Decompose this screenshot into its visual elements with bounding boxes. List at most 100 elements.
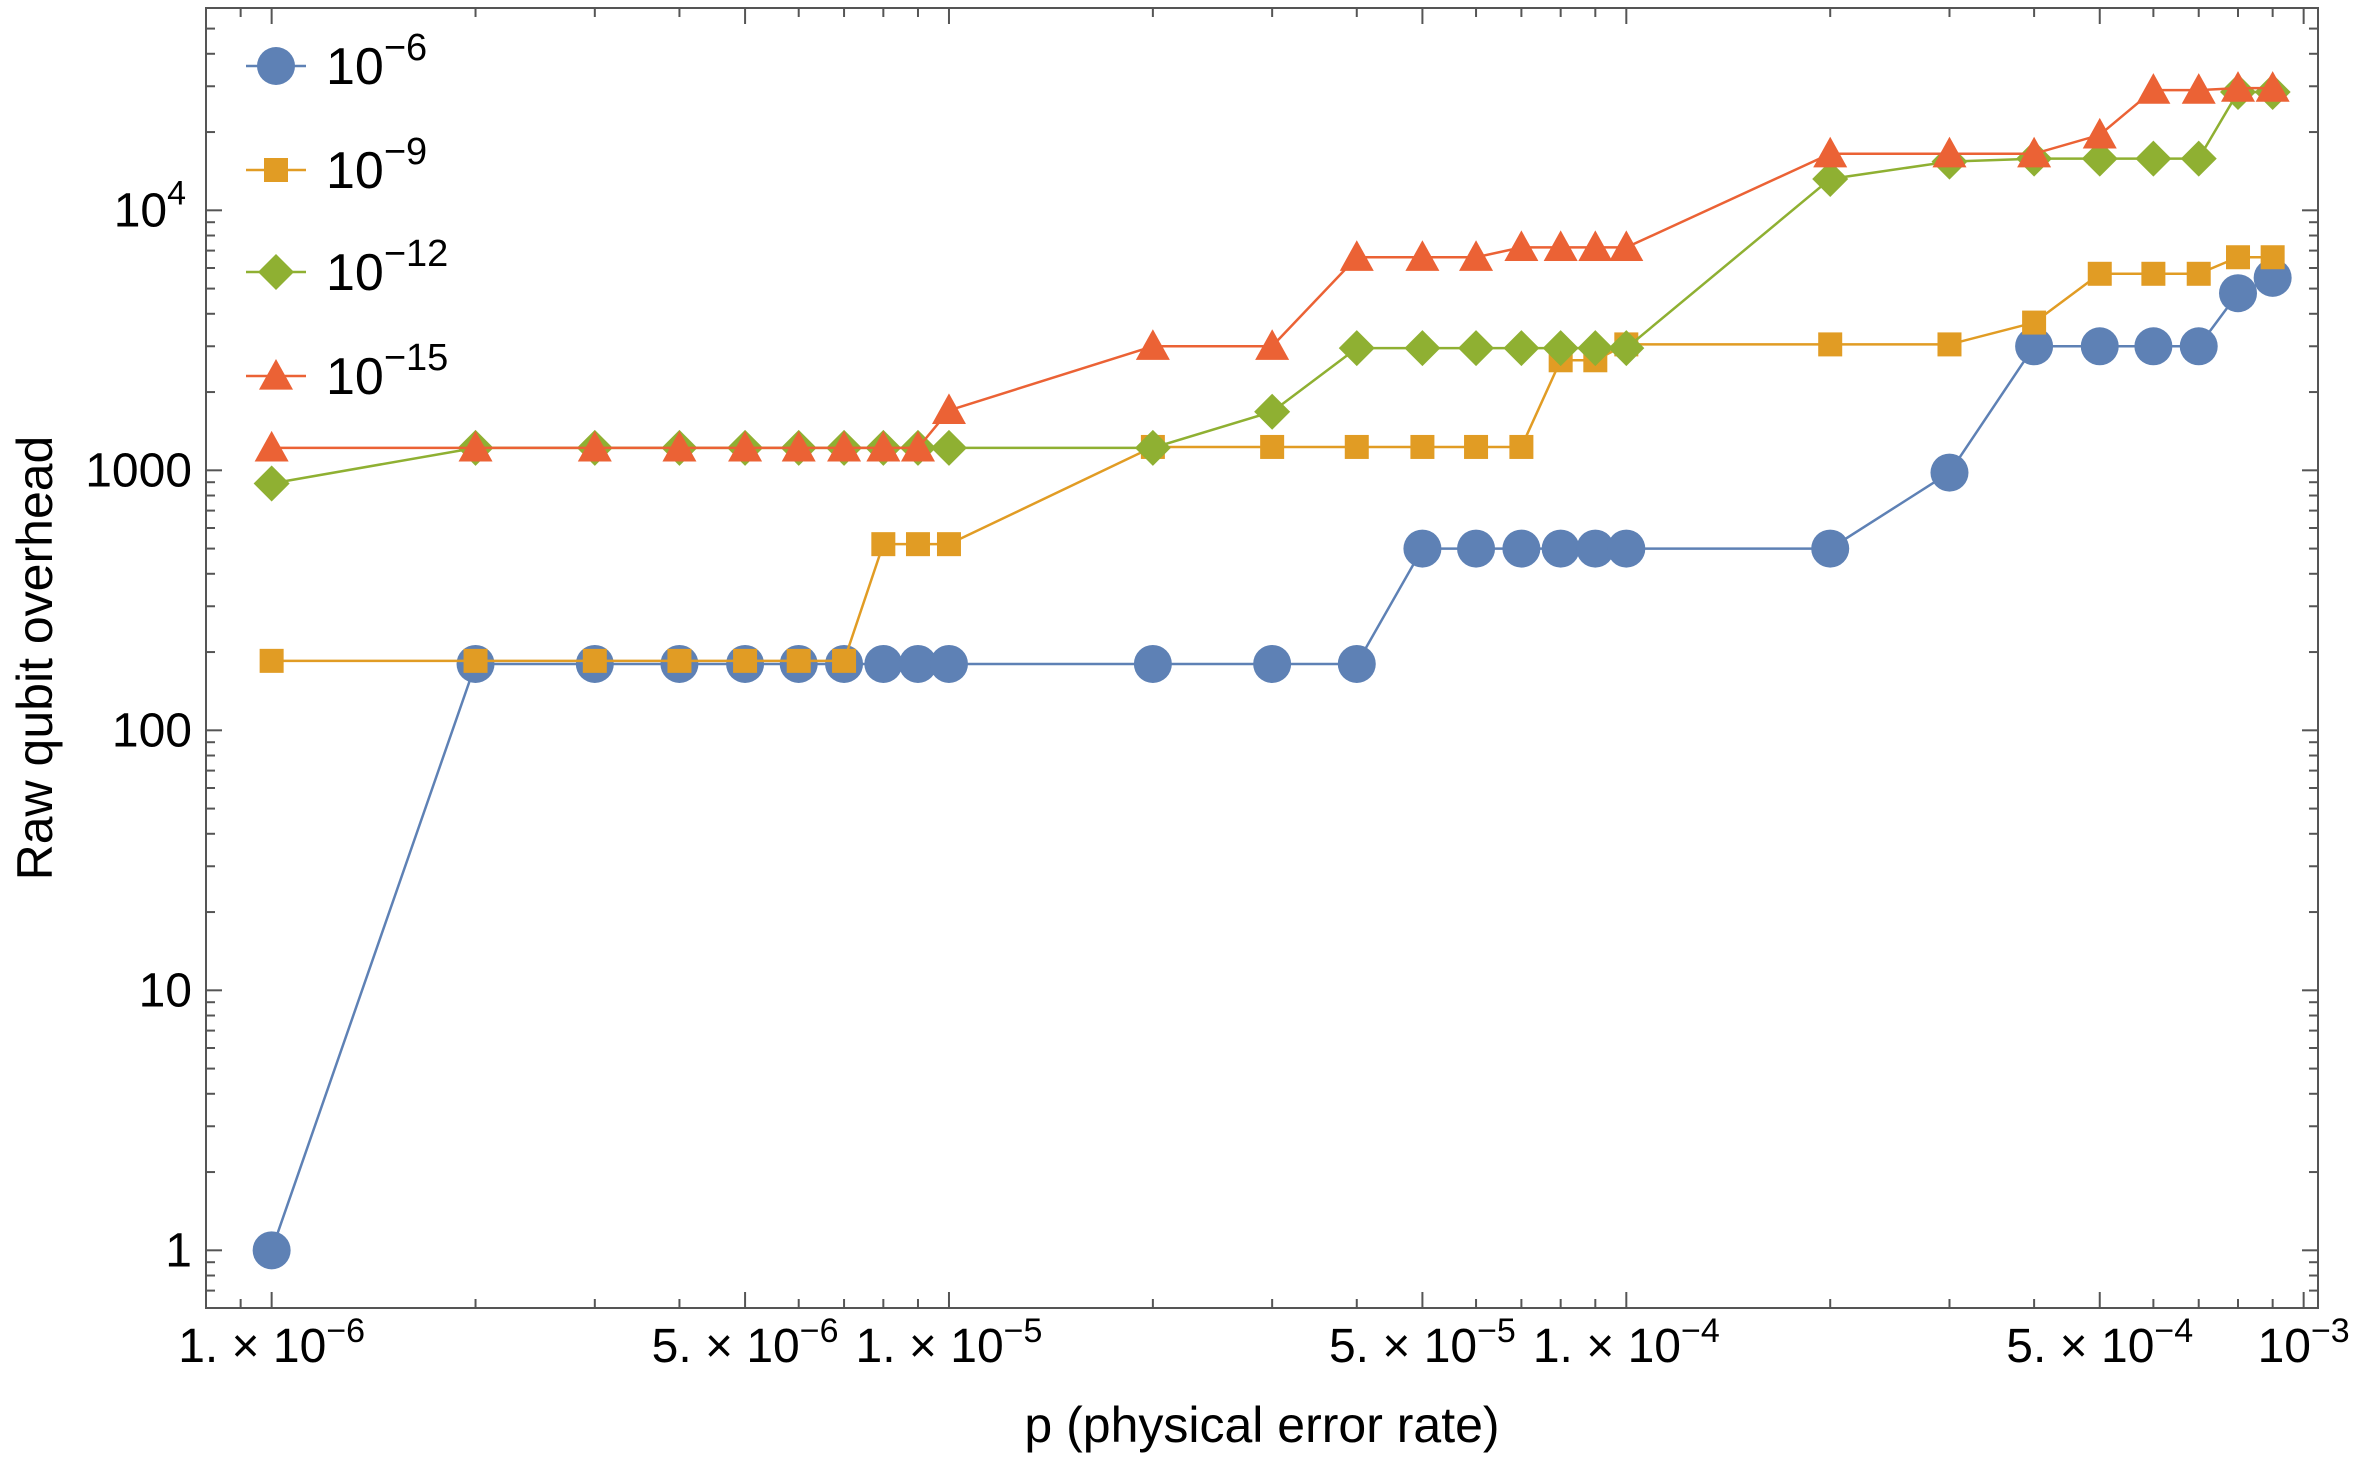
square-marker: [1818, 332, 1843, 357]
square-marker: [1464, 434, 1489, 459]
triangle-marker: [1405, 240, 1440, 271]
x-tick-label: 5. × 10−5: [1329, 1312, 1516, 1373]
circle-marker: [2219, 274, 2258, 313]
triangle-marker: [866, 430, 901, 462]
x-tick-label: 1. × 10−4: [1533, 1312, 1720, 1373]
square-marker: [463, 648, 488, 673]
circle-marker: [1502, 529, 1541, 568]
square-marker: [264, 158, 288, 182]
diamond-marker: [1404, 330, 1441, 367]
triangle-marker: [458, 430, 493, 462]
triangle-marker: [1578, 230, 1613, 262]
triangle-marker: [2136, 73, 2171, 104]
triangle-marker: [1339, 240, 1374, 271]
series-4: [254, 71, 2290, 462]
square-marker: [1260, 434, 1285, 459]
diamond-marker: [1134, 429, 1171, 466]
diamond-marker: [1254, 393, 1291, 430]
triangle-marker: [1504, 230, 1539, 262]
legend-label: 10−12: [326, 233, 448, 302]
square-marker: [2141, 261, 2166, 286]
legend-entry-3: 10−12: [246, 233, 448, 302]
circle-marker: [1607, 529, 1646, 568]
circle-marker: [1930, 453, 1969, 492]
triangle-marker: [1543, 230, 1578, 262]
triangle-marker: [1813, 136, 1848, 168]
legend: 10−6 10−9 10−12 10−15: [246, 27, 448, 406]
series-line: [271, 255, 2273, 663]
circle-marker: [1133, 644, 1172, 683]
y-tick-label: 1: [165, 1224, 192, 1277]
x-tick-label: 5. × 10−6: [652, 1312, 839, 1373]
diamond-marker: [1542, 330, 1579, 367]
square-marker: [1937, 332, 1962, 357]
axis-ticks: [205, 7, 2318, 1309]
circle-marker: [1337, 644, 1376, 683]
legend-entry-4: 10−15: [246, 337, 448, 406]
tick-labels: 1. × 10−6 5. × 10−6 1. × 10−5 5. × 10−5 1. ×…: [85, 174, 2350, 1373]
y-tick-label: 10: [139, 964, 192, 1017]
triangle-marker: [662, 430, 697, 462]
circle-marker: [1457, 529, 1496, 568]
diamond-marker: [1812, 160, 1849, 197]
circle-marker: [1576, 529, 1615, 568]
x-axis-title: p (physical error rate): [1024, 1397, 1499, 1453]
y-tick-label: 100: [112, 704, 192, 757]
square-marker: [1344, 434, 1369, 459]
triangle-marker: [728, 430, 763, 462]
square-marker: [2186, 261, 2211, 286]
circle-marker: [929, 644, 968, 683]
square-marker: [582, 648, 607, 673]
series-2: [259, 245, 2285, 673]
plot-frame: [205, 7, 2319, 1309]
circle-marker: [898, 644, 937, 683]
square-marker: [786, 648, 811, 673]
square-marker: [832, 648, 857, 673]
triangle-marker: [1255, 329, 1290, 360]
diamond-marker: [930, 429, 967, 466]
square-marker: [2022, 310, 2047, 335]
y-tick-label: 104: [114, 174, 186, 237]
circle-marker: [2134, 327, 2173, 366]
diamond-marker: [2180, 140, 2217, 177]
diamond-marker: [1338, 330, 1375, 367]
triangle-marker: [827, 430, 862, 462]
square-marker: [259, 648, 284, 673]
square-marker: [2087, 261, 2112, 286]
circle-marker: [257, 47, 295, 85]
square-marker: [1410, 434, 1435, 459]
circle-marker: [1541, 529, 1580, 568]
square-marker: [733, 648, 758, 673]
circle-marker: [252, 1231, 291, 1270]
square-marker: [2226, 245, 2251, 270]
square-marker: [936, 532, 961, 557]
legend-label: 10−9: [326, 131, 427, 200]
triangle-marker: [577, 430, 612, 462]
diamond-marker: [258, 254, 294, 290]
x-tick-label: 1. × 10−6: [178, 1312, 365, 1373]
triangle-marker: [1135, 329, 1170, 360]
diamond-marker: [1577, 330, 1614, 367]
triangle-marker: [900, 430, 935, 462]
triangle-marker: [2181, 73, 2216, 104]
x-tick-label: 5. × 10−4: [2006, 1312, 2193, 1373]
circle-marker: [1403, 529, 1442, 568]
circle-marker: [1253, 644, 1292, 683]
triangle-marker: [931, 393, 966, 425]
legend-label: 10−6: [326, 27, 427, 96]
triangle-marker: [1459, 240, 1494, 271]
y-tick-label: 1000: [85, 444, 192, 497]
legend-entry-1: 10−6: [246, 27, 427, 96]
series-layer: [252, 71, 2292, 1270]
triangle-marker: [1609, 230, 1644, 262]
triangle-marker: [2255, 71, 2290, 102]
square-marker: [2260, 245, 2285, 270]
circle-marker: [864, 644, 903, 683]
triangle-marker: [2221, 71, 2256, 102]
x-tick-label: 1. × 10−5: [856, 1312, 1043, 1373]
triangle-marker: [2017, 136, 2052, 168]
circle-marker: [2015, 327, 2054, 366]
square-marker: [667, 648, 692, 673]
circle-marker: [1811, 529, 1850, 568]
